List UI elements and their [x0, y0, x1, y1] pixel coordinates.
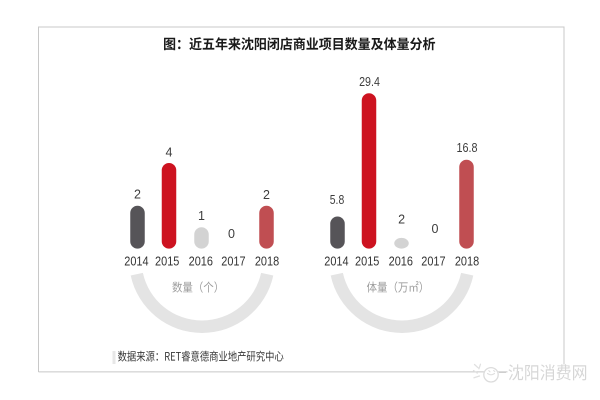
svg-text:2: 2	[134, 188, 141, 202]
svg-text:5.8: 5.8	[330, 193, 345, 207]
svg-text:2018: 2018	[455, 254, 479, 269]
svg-text:16.8: 16.8	[457, 141, 478, 155]
svg-text:0: 0	[432, 222, 439, 236]
svg-text:2017: 2017	[421, 254, 445, 269]
svg-text:2018: 2018	[255, 254, 279, 269]
svg-text:2017: 2017	[221, 254, 245, 269]
svg-text:29.4: 29.4	[359, 75, 380, 89]
svg-text:4: 4	[166, 146, 173, 160]
svg-text:1: 1	[198, 209, 205, 223]
svg-text:2015: 2015	[155, 254, 179, 269]
svg-text:2015: 2015	[355, 254, 379, 269]
svg-text:2016: 2016	[189, 254, 213, 269]
svg-text:2014: 2014	[324, 254, 348, 269]
svg-text:2014: 2014	[124, 254, 148, 269]
svg-text:2: 2	[263, 188, 270, 202]
svg-text:0: 0	[228, 227, 235, 241]
svg-text:2: 2	[398, 213, 405, 227]
svg-text:2016: 2016	[389, 254, 413, 269]
